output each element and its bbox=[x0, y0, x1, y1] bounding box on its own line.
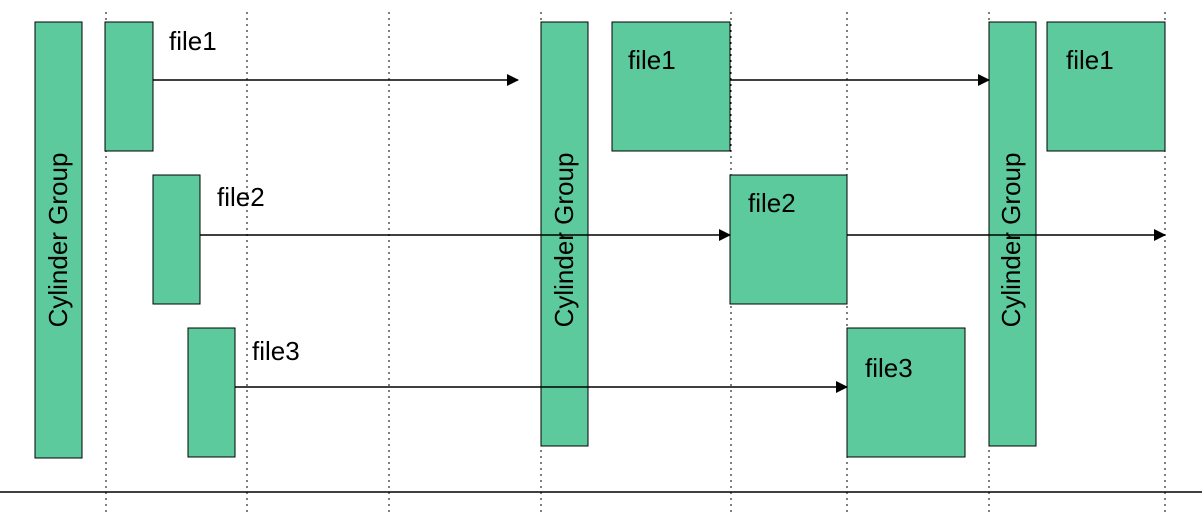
cylinder-group-label: Cylinder Group bbox=[549, 153, 579, 328]
arrows bbox=[153, 74, 1166, 393]
file1-label: file1 bbox=[169, 26, 217, 56]
file2-block-middle-label: file2 bbox=[748, 188, 796, 218]
file1-source-block bbox=[104, 21, 154, 152]
file3-source-block bbox=[187, 327, 236, 458]
file2-block-middle bbox=[729, 174, 848, 305]
cylinder-group-label: Cylinder Group bbox=[996, 153, 1026, 328]
cylinder-group-block bbox=[988, 21, 1037, 447]
cylinder-group-block bbox=[540, 21, 589, 447]
cylinder-group-2: Cylinder Group bbox=[540, 21, 589, 447]
file1-block-right bbox=[1046, 21, 1166, 152]
cylinder-group-3: Cylinder Group bbox=[988, 21, 1037, 447]
cylinder-group-1: Cylinder Group bbox=[34, 21, 83, 459]
cylinder-group-label: Cylinder Group bbox=[43, 153, 73, 328]
file3-label: file3 bbox=[252, 336, 300, 366]
cylinder-group-block bbox=[34, 21, 83, 459]
file1-block-middle bbox=[611, 21, 731, 152]
file1-block-middle-label: file1 bbox=[628, 45, 676, 75]
file3-block-right bbox=[846, 327, 966, 458]
file2-label: file2 bbox=[217, 182, 265, 212]
file1-block-right-label: file1 bbox=[1066, 45, 1114, 75]
file2-source-block bbox=[152, 174, 201, 305]
file3-block-right-label: file3 bbox=[865, 353, 913, 383]
